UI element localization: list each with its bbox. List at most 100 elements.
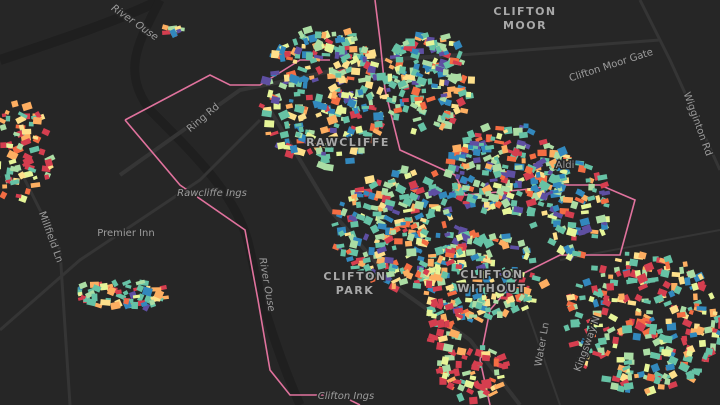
building	[499, 174, 506, 181]
building	[635, 307, 642, 313]
building	[661, 372, 669, 380]
building	[715, 329, 720, 336]
building	[468, 229, 477, 237]
building	[1, 113, 7, 118]
building	[315, 111, 323, 118]
building	[554, 224, 567, 235]
building	[391, 95, 397, 103]
building	[663, 335, 673, 344]
building	[421, 88, 427, 94]
building	[614, 257, 623, 263]
building	[518, 293, 526, 302]
building	[598, 264, 607, 274]
building	[422, 176, 434, 187]
building	[616, 369, 623, 379]
building	[601, 298, 612, 307]
building	[409, 102, 419, 110]
building	[364, 175, 376, 185]
building	[498, 239, 508, 248]
building	[394, 43, 402, 50]
building	[623, 382, 634, 391]
building	[80, 294, 86, 300]
building	[608, 313, 619, 323]
place-label: PARK	[336, 284, 375, 297]
building	[427, 78, 433, 85]
building	[624, 251, 630, 256]
building	[552, 210, 564, 219]
building	[391, 245, 397, 251]
building	[305, 52, 313, 61]
building	[100, 299, 111, 306]
building	[481, 184, 493, 195]
building	[278, 82, 288, 90]
building	[705, 347, 714, 356]
building	[363, 190, 370, 197]
building	[466, 174, 476, 184]
place-label: MOOR	[503, 19, 547, 32]
building	[374, 233, 386, 241]
building	[9, 179, 20, 186]
building	[391, 264, 399, 270]
building	[363, 215, 374, 226]
building	[347, 33, 357, 37]
building	[169, 28, 178, 39]
building	[494, 369, 500, 376]
building	[342, 115, 351, 124]
building	[541, 210, 548, 216]
building	[500, 296, 508, 300]
building	[531, 275, 541, 282]
building	[388, 64, 395, 70]
building	[92, 284, 102, 293]
building	[453, 106, 462, 115]
building	[453, 224, 462, 231]
building	[383, 214, 394, 224]
building	[294, 131, 302, 138]
building	[483, 312, 494, 321]
building	[402, 208, 413, 214]
building	[671, 271, 681, 278]
building	[331, 221, 339, 227]
building	[696, 306, 707, 311]
building	[470, 253, 480, 262]
building	[597, 337, 607, 346]
building	[402, 232, 408, 237]
building	[482, 154, 493, 163]
building	[321, 52, 331, 57]
building	[142, 302, 151, 312]
building	[410, 86, 421, 97]
building	[619, 378, 630, 387]
building	[297, 89, 306, 95]
poi-label: Aldi	[556, 160, 575, 171]
building	[646, 373, 656, 382]
building	[577, 356, 584, 362]
building	[493, 358, 499, 367]
building	[346, 256, 354, 262]
building	[27, 166, 37, 173]
building	[303, 139, 314, 147]
building	[435, 266, 442, 275]
building	[135, 279, 146, 286]
building	[468, 144, 474, 150]
building	[592, 298, 600, 308]
building	[453, 296, 463, 306]
building	[410, 127, 417, 135]
building	[653, 376, 662, 385]
building	[481, 294, 487, 301]
building	[571, 250, 582, 257]
building	[610, 382, 619, 391]
building	[357, 89, 364, 96]
building	[580, 337, 589, 347]
building	[412, 282, 422, 289]
buildings	[0, 24, 720, 405]
building	[652, 337, 663, 347]
building	[141, 286, 153, 297]
building	[365, 92, 374, 101]
building	[473, 157, 481, 164]
building	[521, 158, 526, 164]
building	[601, 307, 609, 316]
building	[697, 280, 706, 287]
building	[99, 282, 109, 291]
building	[440, 93, 448, 98]
building	[32, 116, 43, 125]
